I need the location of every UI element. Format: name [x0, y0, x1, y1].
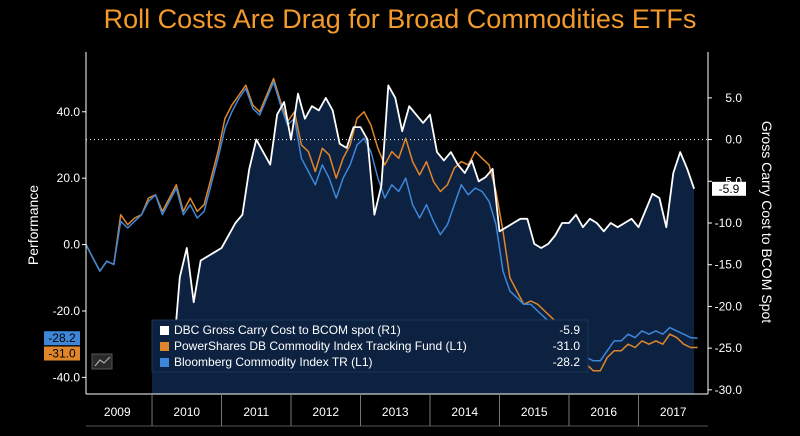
line-chart-icon[interactable] — [91, 353, 113, 370]
x-tick-label: 2009 — [104, 405, 131, 419]
left-tick-label: 0.0 — [63, 238, 80, 252]
chart-toggle-icon-glyph — [94, 356, 111, 367]
carry-cost-area — [152, 85, 695, 395]
legend-box — [151, 319, 589, 373]
x-tick-label: 2011 — [243, 405, 269, 419]
chart-title: Roll Costs Are Drag for Broad Commoditie… — [103, 4, 697, 34]
right-tick-label: -10.0 — [715, 216, 743, 230]
series-line-dbc-carry — [151, 84, 695, 366]
x-tick-label: 2014 — [451, 405, 478, 419]
right-tick-label: -20.0 — [715, 299, 743, 313]
series-line-powershares — [85, 77, 698, 372]
x-tick-label: 2017 — [660, 405, 687, 419]
left-tick-label: 40.0 — [57, 105, 81, 119]
legend-swatch — [160, 358, 169, 367]
right-tick-label: -25.0 — [715, 341, 743, 355]
legend-entry-label: Bloomberg Commodity Index TR (L1) — [174, 355, 373, 369]
last-value-badge-powershares — [44, 346, 80, 361]
x-tick-label: 2013 — [382, 405, 409, 419]
right-tick-label: 5.0 — [725, 91, 742, 105]
legend-swatch — [160, 326, 169, 335]
last-value-label-dbc: -5.9 — [719, 182, 740, 196]
right-axis-title: Gross Carry Cost to BCOM Spot — [759, 121, 775, 323]
right-tick-label: -15.0 — [715, 258, 743, 272]
x-tick-label: 2015 — [521, 405, 548, 419]
x-tick-label: 2010 — [173, 405, 200, 419]
legend-entry-value: -31.0 — [553, 339, 581, 353]
left-tick-label: 20.0 — [57, 171, 81, 185]
series-line-bloomberg — [85, 81, 698, 362]
last-value-label-bloomberg: -28.2 — [48, 331, 76, 345]
legend-entry-value: -5.9 — [559, 323, 580, 337]
last-value-label-powershares: -31.0 — [48, 347, 76, 361]
last-value-badge-dbc — [712, 181, 746, 196]
right-tick-label: 0.0 — [725, 133, 742, 147]
right-tick-label: -30.0 — [715, 383, 743, 397]
legend-swatch — [160, 342, 169, 351]
left-axis-title: Performance — [25, 185, 41, 265]
last-value-badge-bloomberg — [44, 331, 80, 346]
x-tick-label: 2012 — [312, 405, 339, 419]
left-tick-label: -20.0 — [53, 304, 81, 318]
x-tick-label: 2016 — [590, 405, 617, 419]
legend-entry-value: -28.2 — [553, 355, 581, 369]
left-tick-label: -40.0 — [53, 370, 81, 384]
legend-entry-label: DBC Gross Carry Cost to BCOM spot (R1) — [174, 323, 401, 337]
legend-entry-label: PowerShares DB Commodity Index Tracking … — [174, 339, 467, 353]
